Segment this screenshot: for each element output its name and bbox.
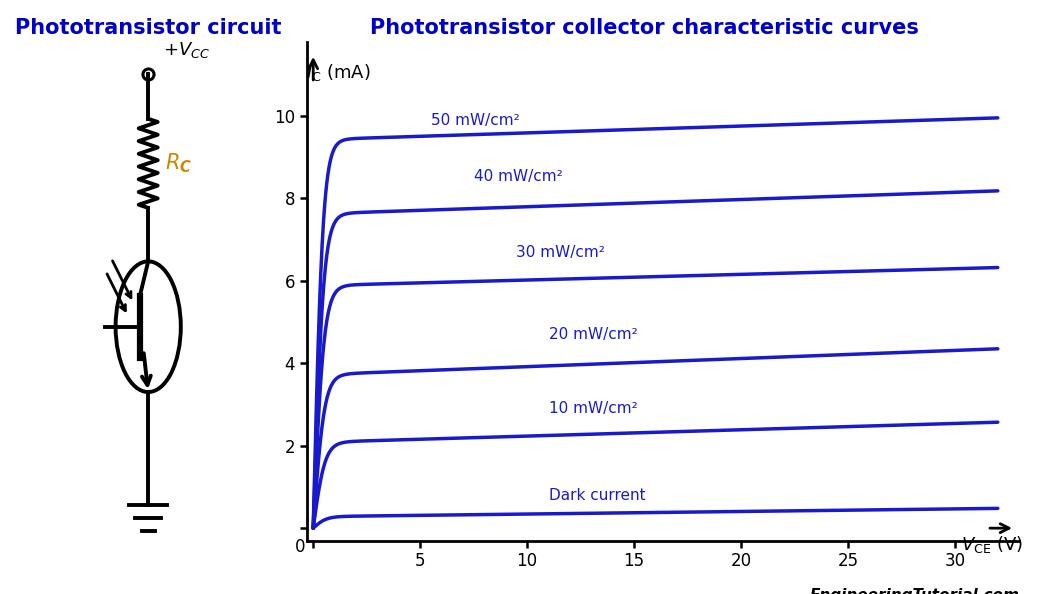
Text: 40 mW/cm²: 40 mW/cm² (473, 169, 563, 184)
Text: $V_{\mathregular{CE}}$ (V): $V_{\mathregular{CE}}$ (V) (961, 535, 1023, 555)
Text: Dark current: Dark current (548, 488, 645, 503)
Text: Phototransistor circuit: Phototransistor circuit (15, 18, 282, 38)
Text: Phototransistor collector characteristic curves: Phototransistor collector characteristic… (370, 18, 919, 38)
Text: $I_{\mathregular{C}}$ (mA): $I_{\mathregular{C}}$ (mA) (306, 62, 370, 83)
Text: 10 mW/cm²: 10 mW/cm² (548, 400, 638, 416)
Text: EngineeringTutorial.com: EngineeringTutorial.com (809, 588, 1019, 594)
Text: 0: 0 (295, 539, 306, 557)
Text: 50 mW/cm²: 50 mW/cm² (431, 113, 520, 128)
Text: 30 mW/cm²: 30 mW/cm² (517, 245, 605, 260)
Text: $R_{\mathregular{C}}$: $R_{\mathregular{C}}$ (164, 151, 191, 175)
Text: 20 mW/cm²: 20 mW/cm² (548, 327, 638, 342)
Text: $+V_{\mathregular{CC}}$: $+V_{\mathregular{CC}}$ (163, 40, 210, 61)
